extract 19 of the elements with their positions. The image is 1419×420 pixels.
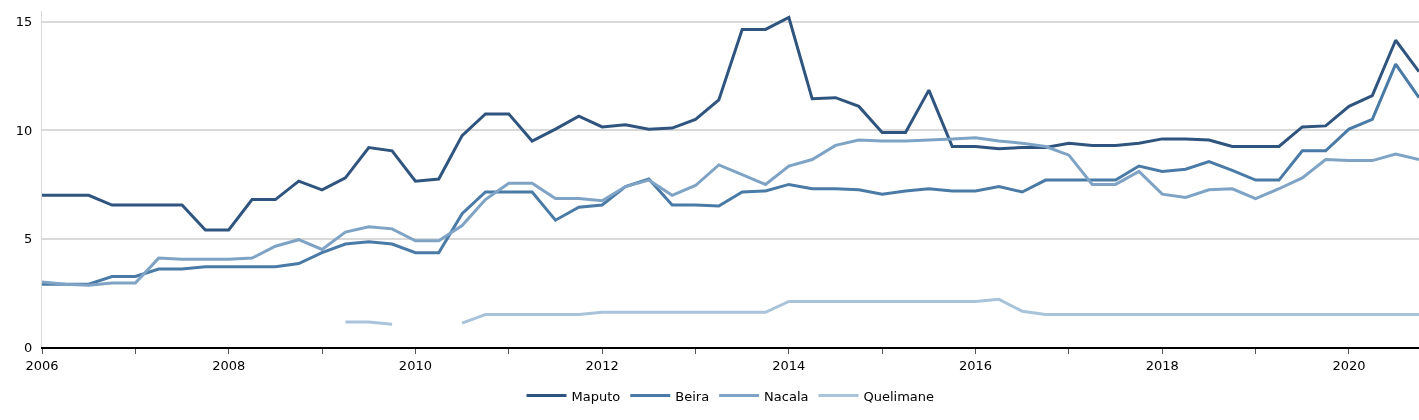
- x-tick-label: 2008: [212, 357, 246, 373]
- x-tick-label: 2018: [1145, 357, 1179, 373]
- y-tick-label: 15: [15, 14, 33, 30]
- legend-label: Quelimane: [863, 388, 935, 404]
- legend-label: Nacala: [764, 388, 809, 404]
- x-tick-label: 2012: [585, 357, 619, 373]
- y-tick-label: 10: [15, 122, 33, 138]
- y-tick-label: 5: [24, 231, 33, 247]
- x-tick-label: 2014: [772, 357, 806, 373]
- line-series: [42, 62, 1419, 286]
- line-series: [42, 136, 1419, 287]
- x-tick-label: 2016: [959, 357, 993, 373]
- line-series: [42, 16, 1419, 232]
- x-tick-label: 2010: [398, 357, 432, 373]
- legend-label: Maputo: [571, 388, 621, 404]
- x-tick-label: 2006: [25, 357, 59, 373]
- legend-label: Beira: [675, 388, 710, 404]
- x-tick-label: 2020: [1332, 357, 1366, 373]
- y-tick-label: 0: [24, 339, 33, 355]
